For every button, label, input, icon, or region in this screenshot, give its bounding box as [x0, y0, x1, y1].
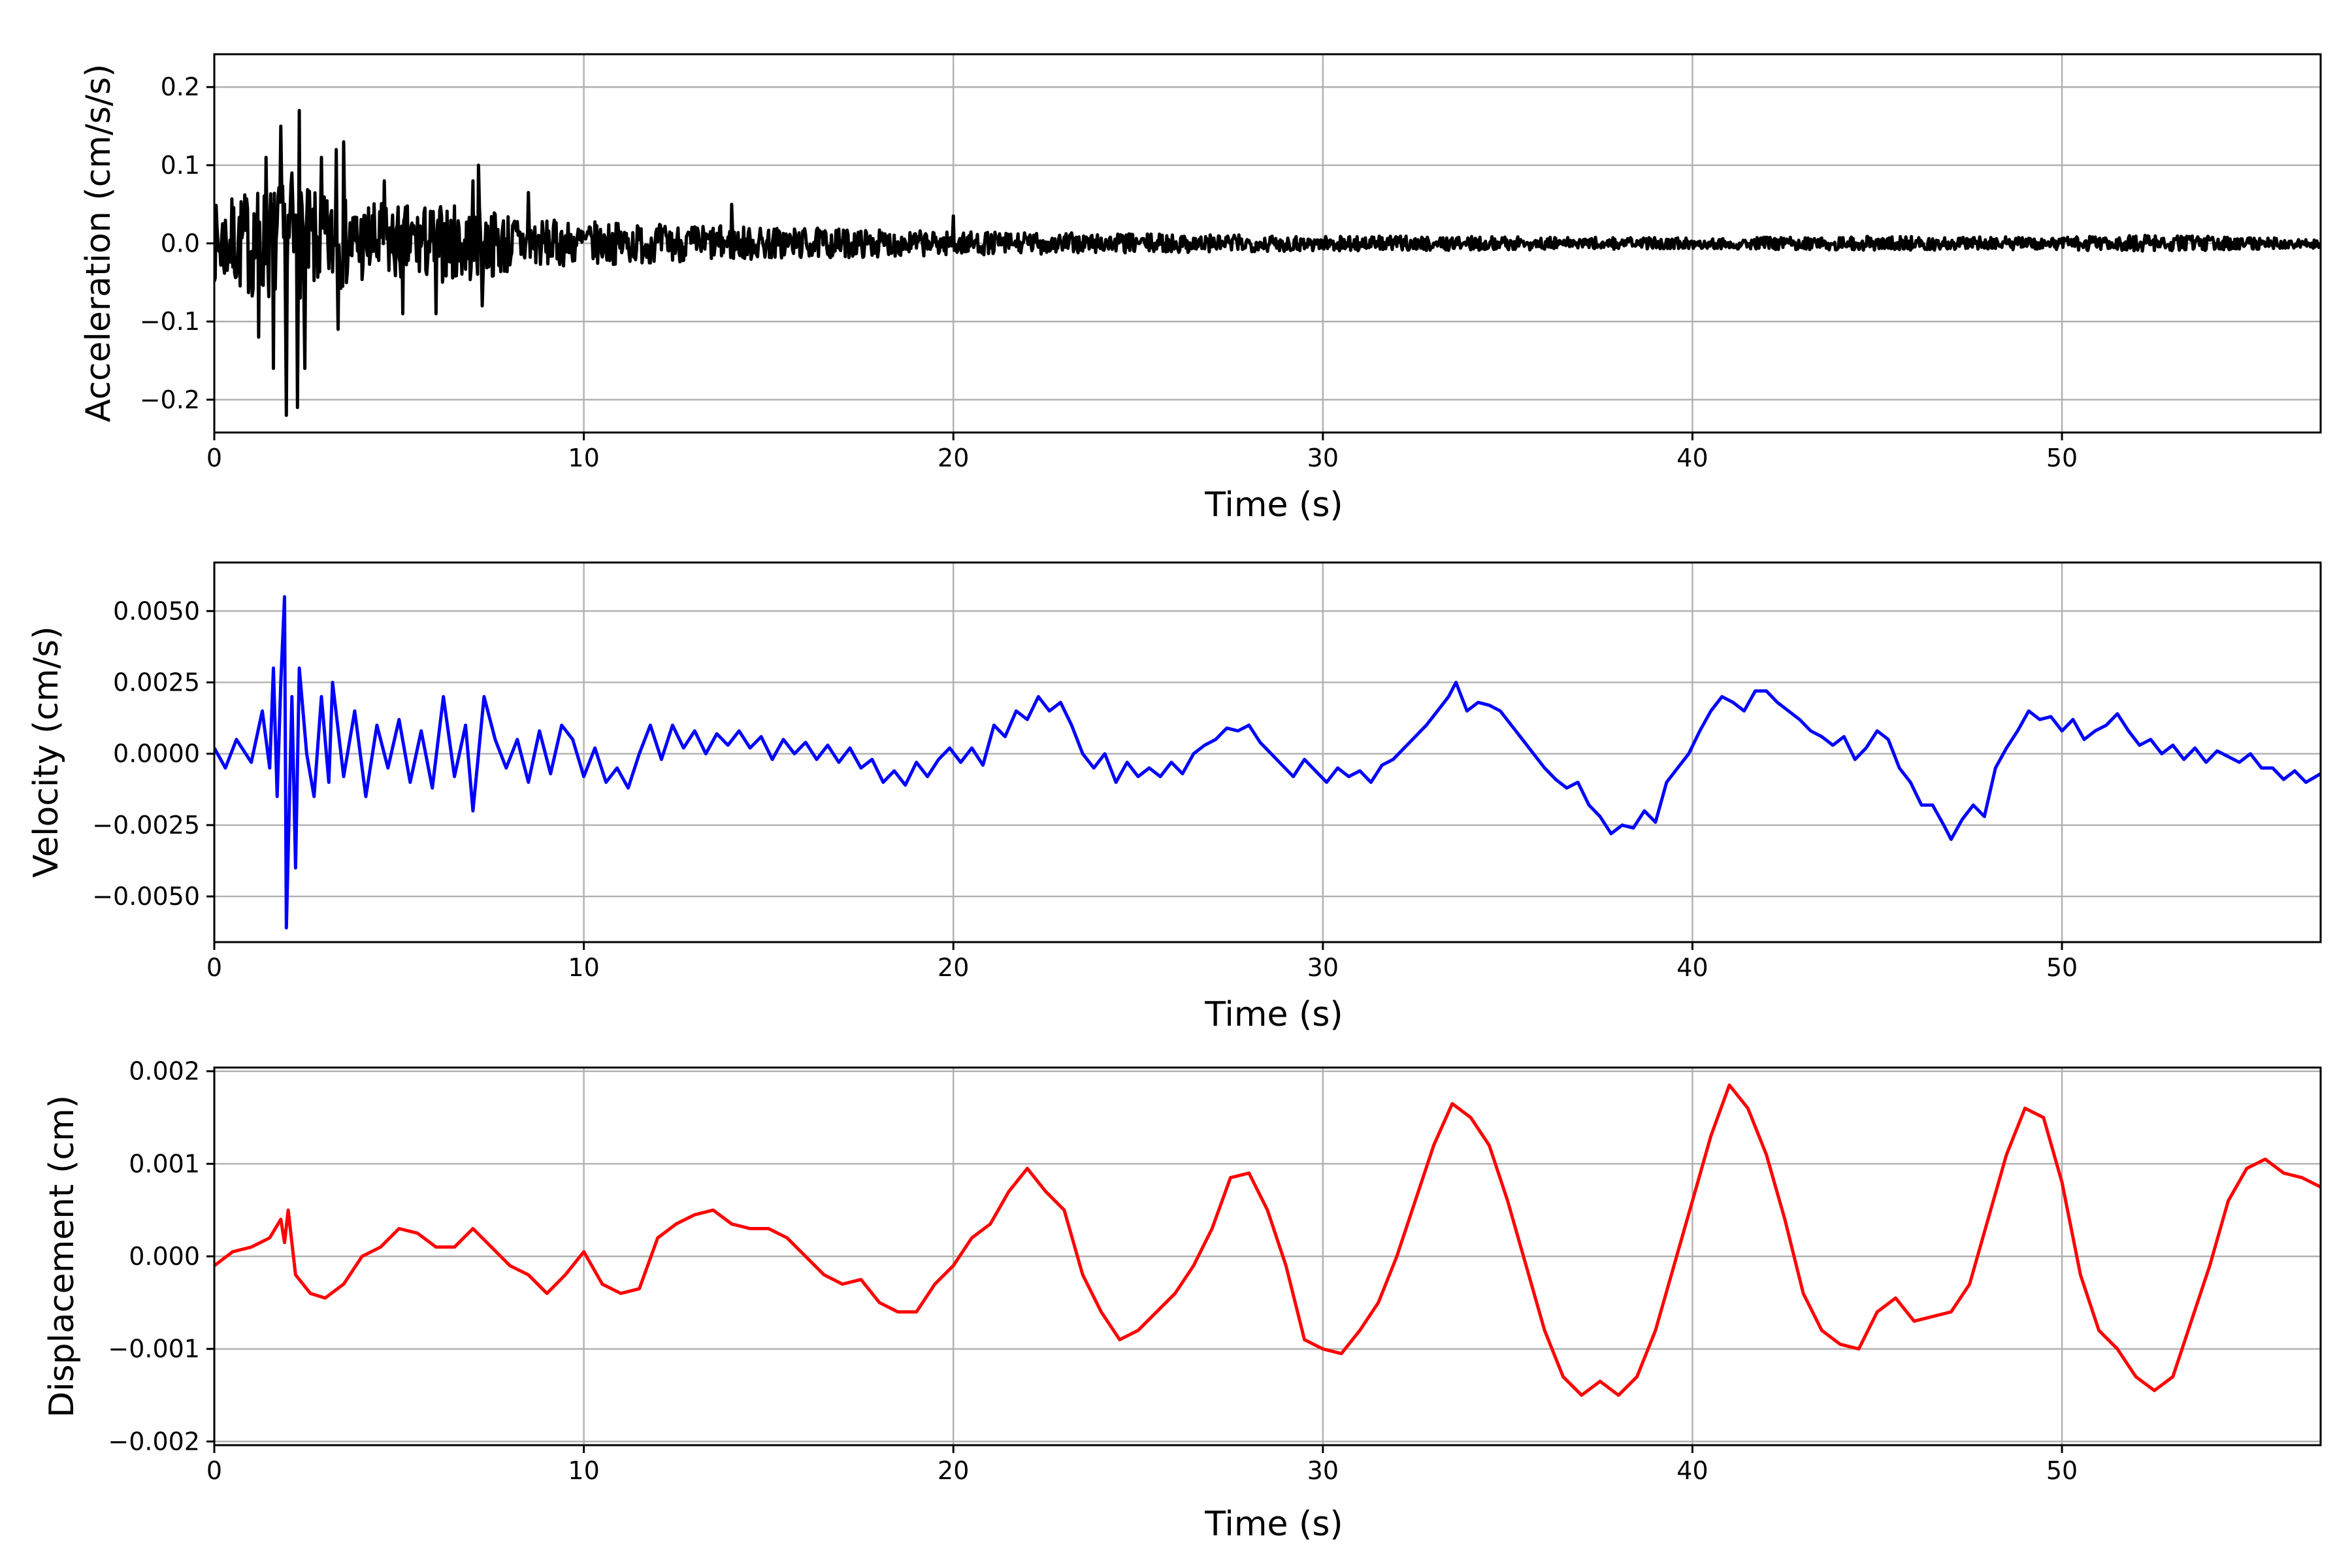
x-tick-label: 40 — [1676, 1456, 1708, 1485]
y-tick-label: 0.002 — [129, 1057, 200, 1086]
x-tick-label: 0 — [206, 444, 222, 472]
x-tick-label: 50 — [2046, 1456, 2078, 1485]
displacement-grid — [213, 1068, 2321, 1445]
acceleration-y-axis-label: Acceleration (cm/s/s) — [79, 64, 118, 423]
velocity-grid — [213, 563, 2321, 942]
acceleration-subplot: Time (s) Acceleration (cm/s/s) 0 10 20 30 40… — [79, 53, 2322, 525]
x-tick-label: 30 — [1307, 444, 1339, 472]
x-tick-label: 20 — [938, 953, 969, 982]
displacement-x-axis-label: Time (s) — [1204, 1505, 1343, 1544]
y-tick-label: 0.0025 — [113, 668, 200, 696]
y-tick-label: 0.1 — [161, 151, 200, 180]
velocity-x-axis-label: Time (s) — [1204, 995, 1343, 1034]
velocity-subplot: Time (s) Velocity (cm/s) 0 10 20 30 40 50 −0.0… — [27, 561, 2322, 1034]
acceleration-axes-frame — [213, 53, 2322, 434]
y-tick-label: 0.000 — [129, 1242, 200, 1271]
x-tick-label: 50 — [2046, 444, 2078, 472]
y-tick-label: 0.0000 — [113, 740, 200, 768]
y-tick-label: 0.2 — [161, 73, 200, 101]
x-tick-label: 40 — [1676, 444, 1708, 472]
x-tick-label: 40 — [1676, 953, 1708, 982]
x-tick-label: 10 — [568, 444, 599, 472]
y-tick-label: −0.001 — [108, 1335, 200, 1364]
y-tick-label: −0.0050 — [92, 882, 200, 911]
x-tick-label: 10 — [568, 1456, 599, 1485]
x-tick-label: 20 — [938, 1456, 969, 1485]
displacement-y-axis-label: Displacement (cm) — [42, 1095, 82, 1418]
y-tick-label: −0.2 — [140, 385, 200, 414]
acceleration-series-line — [214, 108, 2321, 417]
y-tick-label: −0.1 — [140, 307, 200, 336]
x-tick-label: 10 — [568, 953, 599, 982]
y-tick-label: 0.0 — [161, 229, 200, 258]
displacement-subplot: Time (s) Displacement (cm) 0 10 20 30 40 50 −0… — [42, 1057, 2322, 1544]
y-tick-label: 0.0050 — [113, 596, 200, 625]
velocity-series-line — [214, 595, 2321, 930]
x-tick-label: 30 — [1307, 953, 1339, 982]
x-tick-label: 20 — [938, 444, 969, 472]
y-tick-label: 0.001 — [129, 1149, 200, 1178]
acceleration-x-axis-label: Time (s) — [1204, 485, 1343, 525]
y-tick-label: −0.002 — [108, 1427, 200, 1456]
y-tick-label: −0.0025 — [92, 811, 200, 840]
displacement-axes-frame — [213, 1066, 2322, 1446]
x-tick-label: 0 — [206, 1456, 222, 1485]
velocity-axes-frame — [213, 561, 2322, 943]
x-tick-label: 30 — [1307, 1456, 1339, 1485]
velocity-y-axis-label: Velocity (cm/s) — [27, 627, 66, 878]
x-tick-label: 0 — [206, 953, 222, 982]
displacement-series-line — [214, 1083, 2321, 1397]
x-tick-label: 50 — [2046, 953, 2078, 982]
